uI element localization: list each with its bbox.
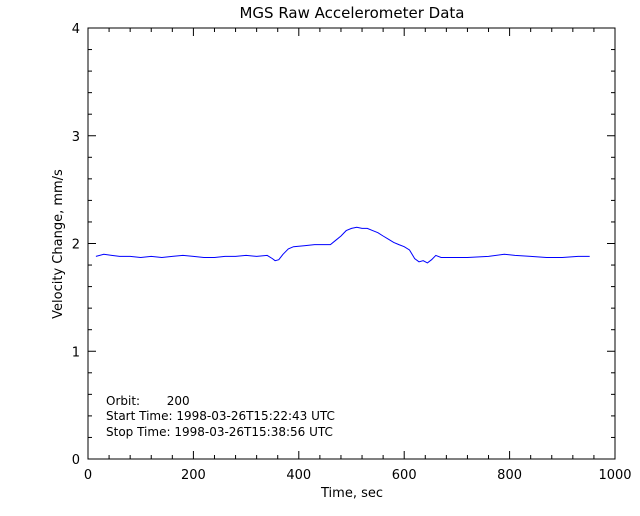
annotation-start-time: Start Time: 1998-03-26T15:22:43 UTC [106,409,335,423]
y-axis-label: Velocity Change, mm/s [51,169,66,319]
chart-title: MGS Raw Accelerometer Data [239,4,464,22]
x-tick-label: 400 [286,468,311,483]
y-tick-label: 0 [72,453,80,468]
annotation-stop-time: Stop Time: 1998-03-26T15:38:56 UTC [106,425,333,439]
y-tick-label: 2 [72,238,80,253]
y-tick-label: 3 [72,130,80,145]
x-tick-label: 0 [84,468,92,483]
y-tick-label: 1 [72,345,80,360]
y-tick-label: 4 [72,22,80,37]
annotation-orbit: Orbit: 200 [106,394,190,408]
x-tick-label: 200 [181,468,206,483]
x-tick-label: 600 [392,468,417,483]
x-tick-label: 1000 [598,468,631,483]
x-tick-label: 800 [497,468,522,483]
series-line [95,226,590,264]
x-axis-label: Time, sec [320,486,383,501]
